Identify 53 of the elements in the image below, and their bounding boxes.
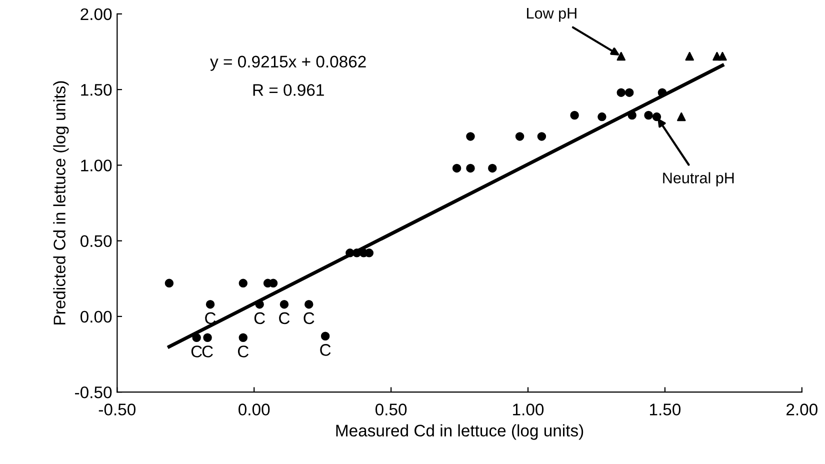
annotation: C — [191, 346, 202, 358]
point — [570, 110, 579, 120]
point — [616, 52, 626, 61]
point — [658, 88, 667, 97]
annotation: R = 0.961 — [253, 84, 324, 96]
point — [652, 112, 662, 122]
annotation: y = 0.9215x + 0.0862 — [210, 56, 366, 71]
point — [616, 88, 626, 97]
point — [304, 300, 314, 309]
annotation: Neutral pH — [663, 172, 734, 186]
x-tick-label: 0.00 — [238, 404, 270, 416]
annotation: C — [304, 312, 314, 324]
x-tick-label: 1.50 — [650, 404, 681, 416]
point — [280, 300, 289, 309]
point — [624, 88, 634, 97]
annotation: C — [279, 312, 290, 324]
x-tick-label: 0.50 — [375, 404, 407, 416]
annotation: Low pH — [527, 8, 576, 22]
point — [515, 132, 524, 141]
point — [466, 132, 475, 141]
x-tick-label: 2.00 — [786, 404, 818, 416]
y-tick-label: -0.50 — [75, 386, 112, 398]
point — [466, 164, 475, 173]
point — [238, 333, 248, 342]
annotation: C — [254, 312, 265, 324]
annotation: C — [320, 344, 331, 356]
point — [644, 110, 653, 120]
point — [677, 112, 686, 122]
point — [164, 278, 174, 288]
point — [598, 112, 606, 122]
y-tick-label: 0.00 — [80, 310, 112, 323]
y-tick-label: 1.00 — [81, 160, 112, 172]
point — [452, 164, 462, 173]
point — [537, 132, 546, 141]
y-tick-label: 0.50 — [80, 235, 112, 248]
y-tick-label: 1.50 — [81, 84, 112, 96]
point — [718, 52, 727, 61]
point — [352, 248, 362, 258]
point — [488, 164, 497, 173]
x-tick-label: 1.00 — [513, 404, 544, 416]
y-axis-title: Predicted Cd in lettuce (log units) — [53, 81, 69, 324]
point — [628, 110, 636, 120]
x-tick-label: -0.50 — [98, 404, 136, 416]
annotation: C — [238, 346, 249, 358]
point — [685, 52, 694, 61]
point — [238, 278, 248, 288]
x-axis-title: Measured Cd in lettuce (log units) — [336, 424, 584, 440]
point — [203, 333, 212, 342]
annotation: C — [202, 346, 213, 358]
point — [320, 332, 330, 340]
point — [192, 333, 201, 342]
point — [206, 300, 215, 309]
y-tick-label: 2.00 — [80, 8, 112, 20]
